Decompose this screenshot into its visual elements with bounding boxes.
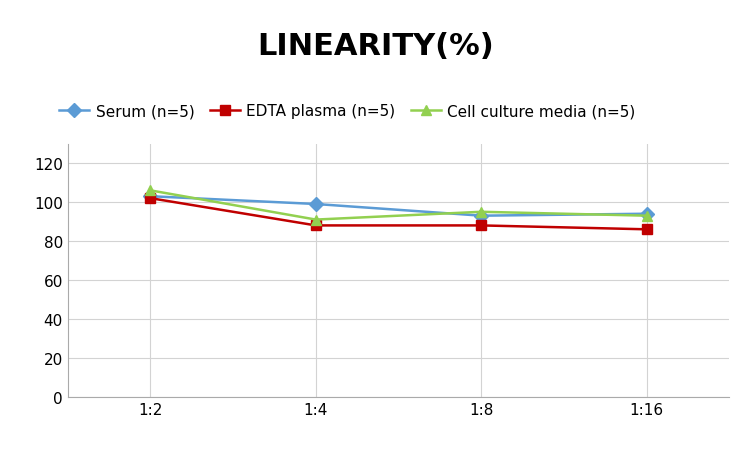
Line: EDTA plasma (n=5): EDTA plasma (n=5) xyxy=(146,194,651,235)
Cell culture media (n=5) xyxy=(146,188,155,193)
EDTA plasma (n=5) xyxy=(311,223,320,229)
Line: Cell culture media (n=5): Cell culture media (n=5) xyxy=(146,186,651,225)
Text: LINEARITY(%): LINEARITY(%) xyxy=(258,32,494,60)
Serum (n=5) xyxy=(477,213,486,219)
Serum (n=5) xyxy=(642,212,651,217)
Legend: Serum (n=5), EDTA plasma (n=5), Cell culture media (n=5): Serum (n=5), EDTA plasma (n=5), Cell cul… xyxy=(53,98,641,125)
Serum (n=5) xyxy=(146,194,155,199)
Line: Serum (n=5): Serum (n=5) xyxy=(146,192,651,221)
EDTA plasma (n=5) xyxy=(146,196,155,202)
Cell culture media (n=5) xyxy=(477,210,486,215)
EDTA plasma (n=5) xyxy=(642,227,651,233)
Cell culture media (n=5) xyxy=(642,213,651,219)
EDTA plasma (n=5) xyxy=(477,223,486,229)
Cell culture media (n=5) xyxy=(311,217,320,223)
Serum (n=5) xyxy=(311,202,320,207)
